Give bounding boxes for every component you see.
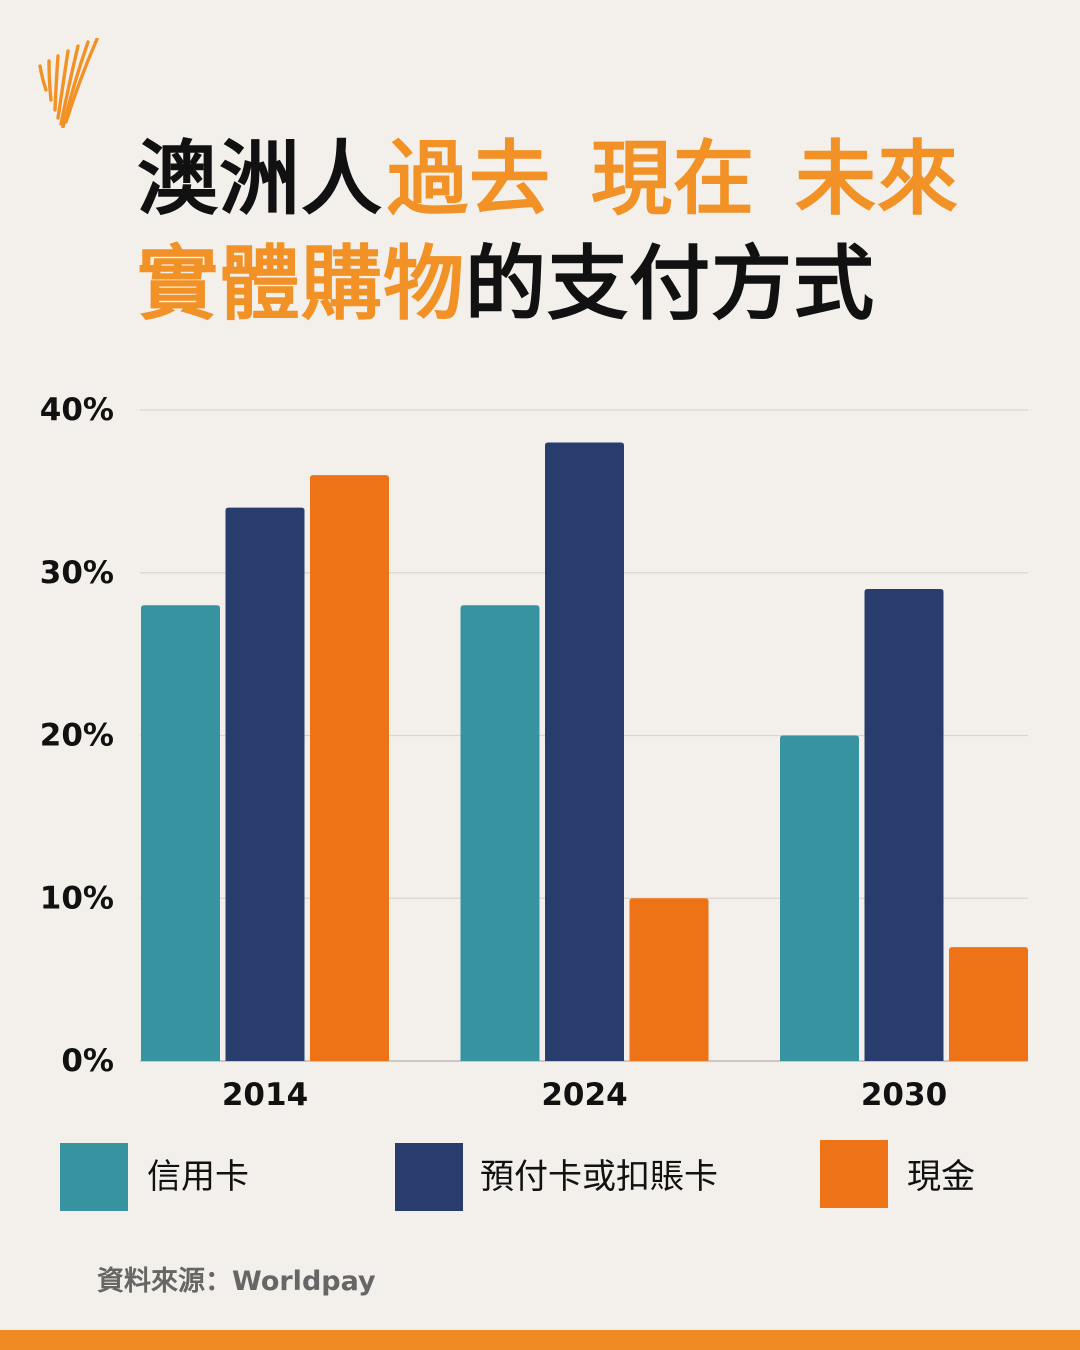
logo-stroke — [47, 59, 53, 102]
x-tick-label: 2024 — [541, 1077, 627, 1113]
footer-accent-bar — [0, 1330, 1080, 1350]
legend-label-prepaid-debit-card: 預付卡或扣賬卡 — [480, 1157, 718, 1197]
legend-label-cash: 現金 — [907, 1157, 975, 1197]
logo-stroke — [38, 64, 48, 92]
y-tick-label: 0% — [61, 1043, 114, 1079]
legend-swatch-credit-card — [60, 1143, 128, 1211]
bar-series-2-2014 — [225, 507, 305, 1061]
bar-series-3-2014 — [310, 475, 389, 1062]
x-tick-label: 2014 — [222, 1077, 308, 1113]
title-segment: 的支付方式 — [465, 238, 876, 332]
bar-series-3-2030 — [949, 947, 1028, 1061]
legend-swatch-prepaid-debit-card — [395, 1143, 463, 1211]
bar-series-3-2024 — [629, 898, 709, 1061]
logo-stroke — [61, 40, 90, 128]
bar-series-2-2030 — [864, 589, 944, 1061]
title-line-1: 澳洲人 過去 現在 未來 — [137, 140, 959, 221]
title-line-2: 實體購物 的支付方式 — [137, 245, 875, 326]
bar-series-1-2030 — [780, 735, 859, 1061]
title-segment: 實體購物 — [137, 238, 466, 332]
bar-chart: 0% 10% 20% 30% 40% 2014 2024 2030 — [40, 392, 1028, 1113]
logo-stroke — [59, 44, 80, 126]
legend-label-credit-card: 信用卡 — [147, 1157, 249, 1197]
y-tick-label: 10% — [40, 880, 114, 916]
logo-stroke — [56, 49, 70, 120]
x-axis-labels: 2014 2024 2030 — [222, 1077, 947, 1113]
sbs-logo-icon — [38, 38, 99, 128]
logo-stroke — [53, 54, 60, 112]
bar-series-1-2024 — [460, 605, 540, 1061]
title-segment: 未來 — [795, 133, 960, 227]
y-tick-label: 30% — [40, 555, 114, 591]
x-tick-label: 2030 — [861, 1077, 947, 1113]
title-segment: 過去 — [387, 133, 552, 227]
logo-stroke — [64, 38, 99, 124]
bar-series-2-2024 — [545, 442, 624, 1061]
title-segment: 澳洲人 — [137, 133, 384, 227]
y-tick-label: 40% — [40, 392, 114, 428]
bars — [141, 442, 1028, 1062]
bar-series-1-2014 — [141, 605, 220, 1061]
title-segment: 現在 — [591, 133, 756, 227]
y-tick-label: 20% — [40, 718, 114, 754]
y-axis-labels: 0% 10% 20% 30% 40% — [40, 392, 114, 1079]
source-note: 資料來源：Worldpay — [97, 1266, 376, 1297]
legend-swatch-cash — [820, 1140, 888, 1208]
